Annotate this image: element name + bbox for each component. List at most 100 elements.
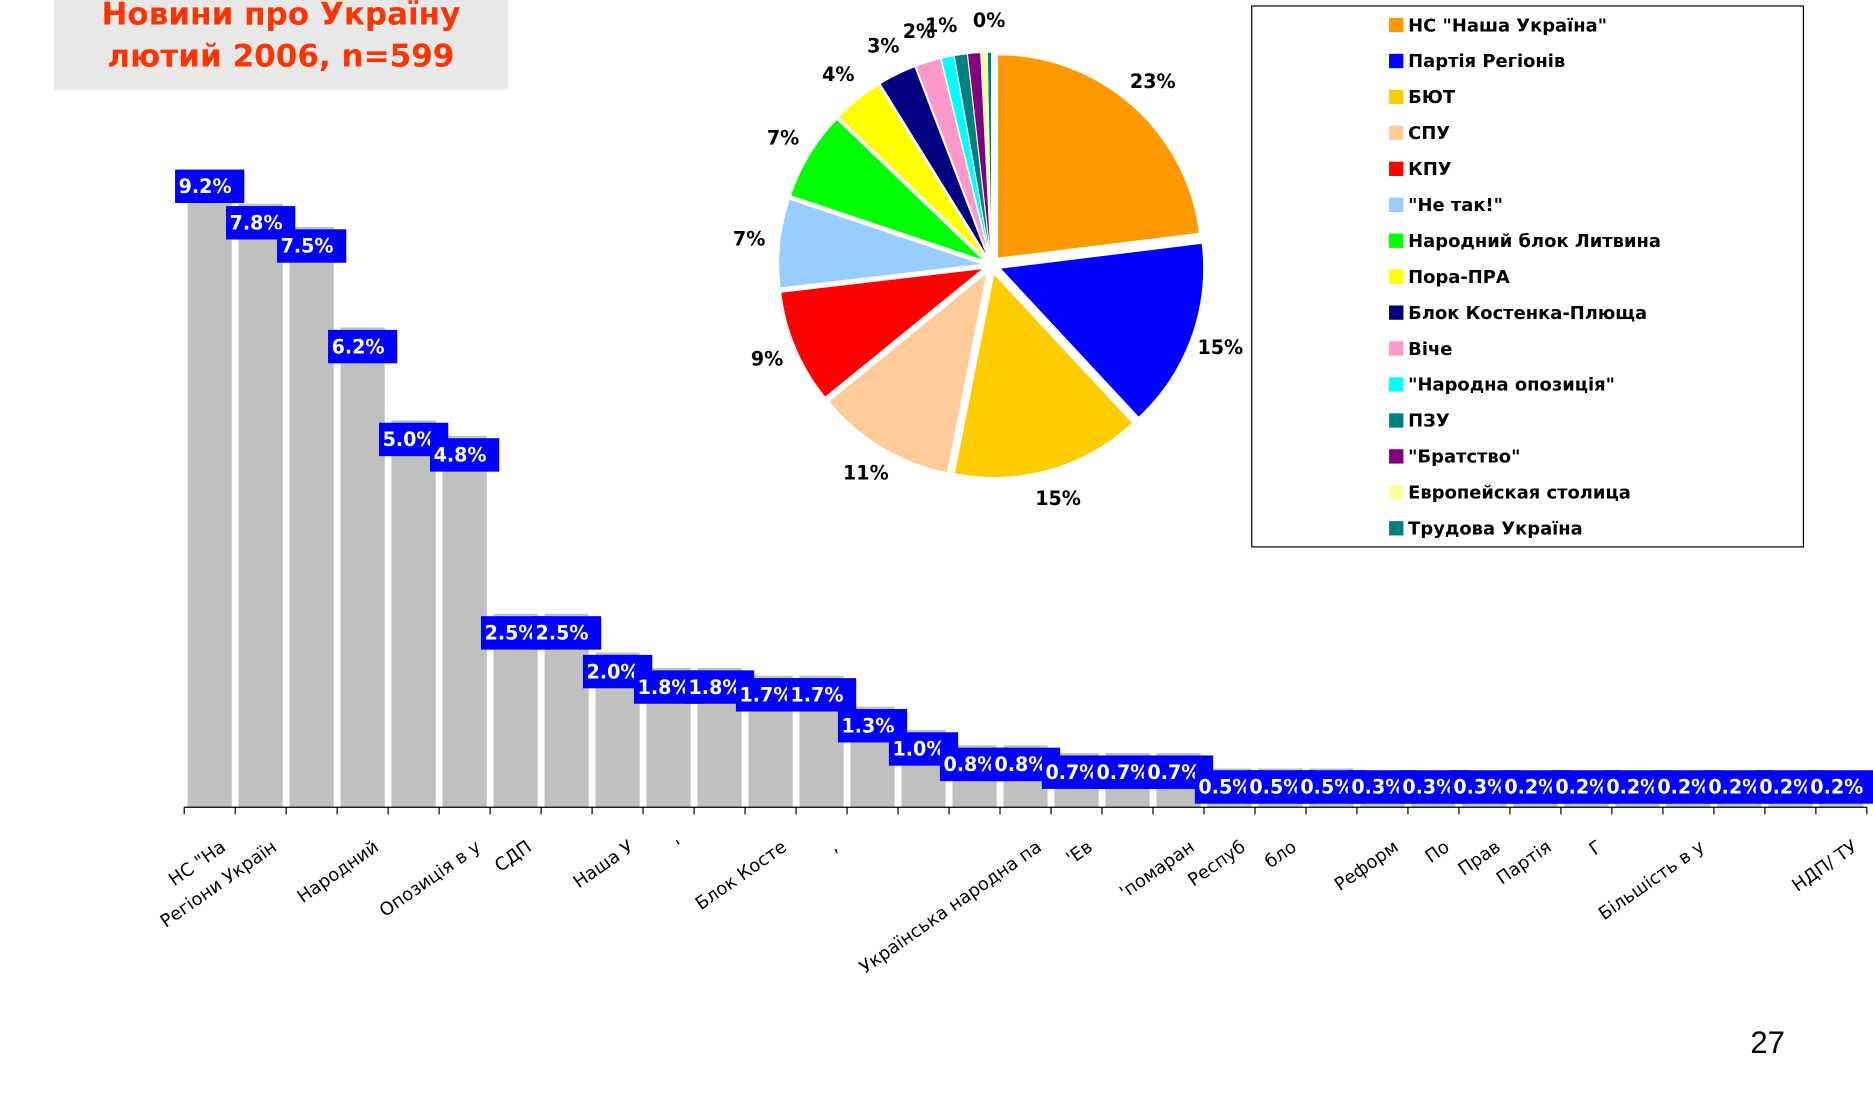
legend-swatch xyxy=(1389,269,1404,284)
data-label: 7.5% xyxy=(281,235,334,258)
pie-label: 9% xyxy=(751,347,783,370)
legend-swatch xyxy=(1389,485,1404,500)
data-label: 1.3% xyxy=(842,714,895,737)
title-line: Новини про Україну xyxy=(101,0,460,33)
data-label: 0.2% xyxy=(1810,776,1863,799)
data-label: 2.5% xyxy=(536,622,589,645)
data-label: 0.8% xyxy=(943,753,996,776)
legend-swatch xyxy=(1389,17,1404,33)
data-label: 2.0% xyxy=(587,660,640,683)
x-tick-label: Респуб xyxy=(1184,836,1249,890)
pie-label: 1% xyxy=(925,14,957,37)
legend-label: Партія Регіонів xyxy=(1408,51,1565,72)
legend-swatch xyxy=(1389,197,1404,212)
pie-slice xyxy=(987,52,992,256)
pie-slice xyxy=(954,273,1133,478)
legend-label: Блок Костенка-Плюща xyxy=(1408,303,1647,324)
x-tick-label: 'помаран xyxy=(1116,836,1199,903)
legend-swatch xyxy=(1389,521,1404,536)
data-label-box xyxy=(175,169,245,204)
data-label-box xyxy=(277,229,347,263)
pie-label: 15% xyxy=(1035,487,1081,510)
legend-swatch xyxy=(1389,449,1404,464)
data-label: 0.8% xyxy=(994,753,1047,776)
data-label: 0.2% xyxy=(1708,776,1761,799)
data-label: 9.2% xyxy=(179,175,232,198)
legend-swatch xyxy=(1389,89,1404,105)
data-label: 2.5% xyxy=(485,622,538,645)
pie-slice xyxy=(780,268,984,398)
pie-slice xyxy=(838,84,986,258)
data-label: 1.7% xyxy=(791,683,844,706)
legend-label: Народний блок Литвина xyxy=(1408,231,1661,252)
pie-label: 2% xyxy=(903,20,935,43)
x-tick-label: ' xyxy=(673,836,689,856)
x-tick-label: Українська народна па xyxy=(856,836,1046,978)
pie-slice xyxy=(828,272,987,473)
pie-label: 3% xyxy=(867,34,899,57)
legend-label: "Народна опозиція" xyxy=(1408,375,1615,396)
x-tick-label: бло xyxy=(1261,836,1300,872)
pie-label: 4% xyxy=(822,63,854,86)
title-line: лютий 2006, n=599 xyxy=(107,38,454,74)
data-label-box xyxy=(328,329,398,364)
data-label: 0.5% xyxy=(1300,776,1353,799)
pie-label: 15% xyxy=(1197,336,1243,359)
data-label: 0.2% xyxy=(1555,776,1608,799)
pie-slice xyxy=(954,53,991,256)
data-label: 7.8% xyxy=(230,211,283,234)
x-tick-label: НДП/ ТУ xyxy=(1788,836,1861,896)
legend-label: СПУ xyxy=(1408,123,1450,144)
data-label: 0.7% xyxy=(1045,761,1098,784)
bar xyxy=(187,198,232,808)
legend-swatch xyxy=(1389,305,1404,320)
data-label: 1.8% xyxy=(689,676,742,699)
data-label-box xyxy=(430,438,500,472)
x-tick-label: Партія xyxy=(1493,836,1556,889)
data-label: 1.8% xyxy=(638,676,691,699)
x-tick-label: По xyxy=(1421,836,1453,867)
pie-label: 7% xyxy=(733,227,765,250)
legend-label: БЮТ xyxy=(1408,87,1456,108)
pie-slice xyxy=(999,243,1204,418)
data-label: 0.3% xyxy=(1351,776,1404,799)
data-label: 0.7% xyxy=(1147,761,1200,784)
legend-swatch xyxy=(1389,53,1404,69)
data-label: 0.2% xyxy=(1606,776,1659,799)
legend-label: Трудова Україна xyxy=(1408,518,1583,539)
legend-swatch xyxy=(1389,341,1404,356)
data-label: 0.3% xyxy=(1402,776,1455,799)
x-tick-label: Опозиція в у xyxy=(376,836,485,921)
legend-label: НС "Наша Україна" xyxy=(1408,15,1607,36)
legend-label: Европейская столица xyxy=(1408,483,1631,504)
pie-slice xyxy=(997,54,1200,259)
bar xyxy=(289,226,334,808)
data-label-box xyxy=(786,678,857,712)
pie-label: 23% xyxy=(1130,70,1176,93)
pie-label: 0% xyxy=(973,9,1005,32)
data-label: 5.0% xyxy=(383,428,436,451)
bar-area xyxy=(187,198,1864,808)
pie-slice xyxy=(940,55,990,256)
data-label: 0.2% xyxy=(1504,776,1557,799)
pie-label: 11% xyxy=(843,461,889,484)
legend-box xyxy=(1251,5,1805,548)
bar xyxy=(391,420,436,808)
x-tick-label: Блок Косте xyxy=(692,836,791,914)
data-label: 0.5% xyxy=(1198,776,1251,799)
pie-slice xyxy=(778,199,983,289)
data-label: 6.2% xyxy=(332,335,385,358)
x-tick-label: СДП xyxy=(491,836,536,876)
data-label: 0.7% xyxy=(1096,761,1149,784)
legend-swatch xyxy=(1389,233,1404,248)
data-label-box xyxy=(531,616,602,650)
x-tick-label: Народний xyxy=(294,836,383,907)
data-label: 1.0% xyxy=(892,738,945,761)
data-label: 4.8% xyxy=(434,444,487,467)
legend-label: "Братство" xyxy=(1408,447,1520,468)
legend-label: Пора-ПРА xyxy=(1408,267,1510,288)
legend-label: ПЗУ xyxy=(1408,411,1450,432)
pie-slice xyxy=(879,66,988,257)
